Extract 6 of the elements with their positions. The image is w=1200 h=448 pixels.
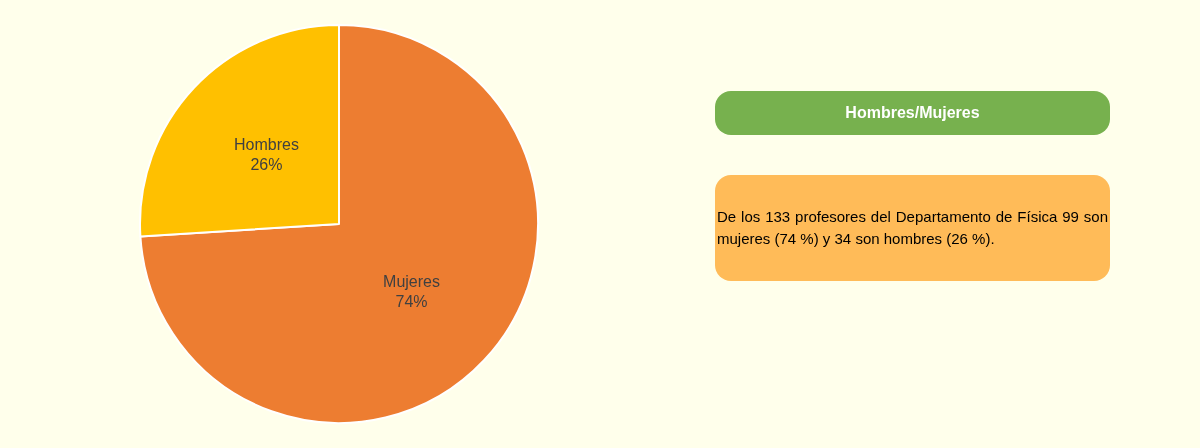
text: Hombres/Mujeres	[715, 91, 1110, 135]
slice-label: Hombres	[234, 136, 299, 154]
data-label: 74%	[395, 292, 428, 310]
text: De los 133 profesores del Departamento de Física 99 son mujeres (74 %) y 34 son hombres (26 %).	[717, 207, 1108, 249]
data-label: 26%	[250, 156, 283, 174]
slice-label: Mujeres	[383, 272, 440, 290]
